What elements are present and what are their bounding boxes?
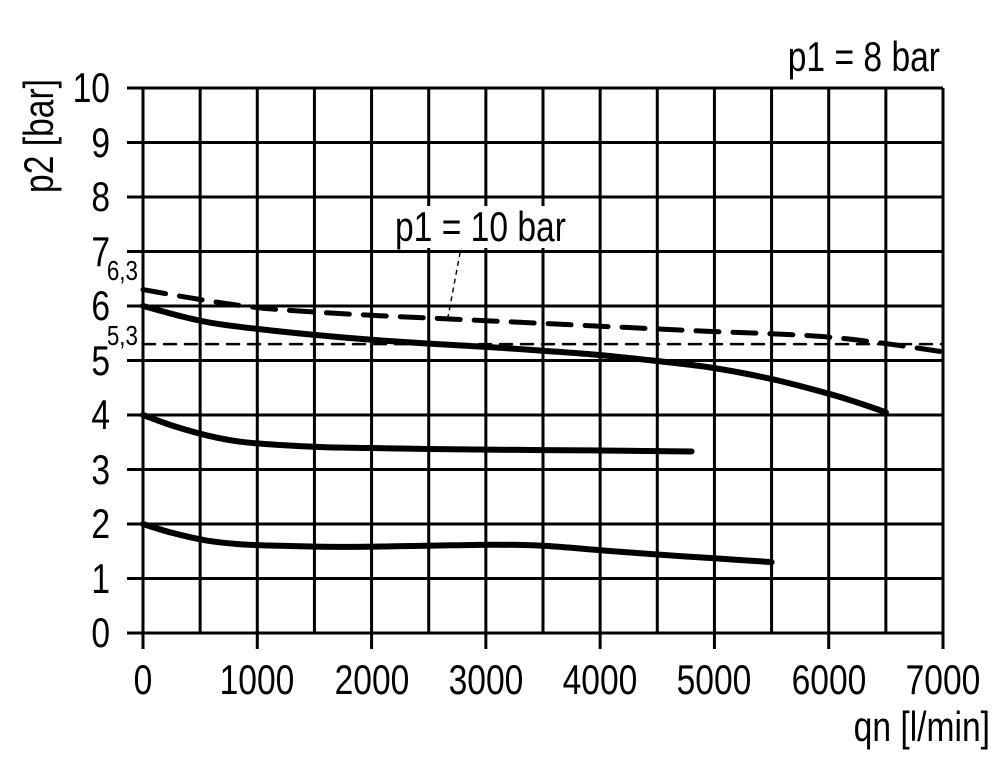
y-tick-label: 1 (91, 554, 110, 602)
y-tick-label: 2 (91, 500, 110, 547)
series-solid (140, 303, 889, 416)
y-ref-label-5-3: 5,3 (106, 320, 138, 351)
x-tick-label: 4000 (562, 656, 638, 703)
x-tick-label: 0 (133, 656, 153, 703)
y-tick-label: 7 (91, 227, 110, 275)
annotation-p1-10-bar: p1 = 10 bar (395, 203, 566, 250)
y-ref-label-6-3: 6,3 (106, 255, 138, 286)
annotation-p1-8-bar: p1 = 8 bar (787, 33, 940, 80)
annotation-leader-line (446, 243, 463, 320)
x-tick-label: 7000 (905, 656, 981, 703)
y-tick-label: 3 (91, 445, 110, 493)
y-tick-label: 10 (72, 64, 110, 111)
x-tick-label: 1000 (219, 656, 295, 703)
x-tick-label: 2000 (334, 656, 409, 703)
series-solid (140, 521, 775, 566)
series-dashed-bold (140, 287, 946, 355)
x-tick-label: 6000 (791, 656, 867, 703)
y-tick-label: 5 (91, 336, 110, 384)
y-tick-label: 0 (91, 609, 110, 656)
y-tick-label: 9 (91, 118, 110, 166)
y-tick-label: 6 (91, 282, 110, 329)
x-axis-title: qn [l/min] (853, 703, 990, 750)
y-tick-label: 8 (91, 173, 110, 220)
x-tick-label: 5000 (677, 656, 752, 703)
y-tick-label: 4 (91, 391, 110, 438)
series-solid (140, 412, 695, 455)
x-tick-label: 3000 (448, 656, 524, 703)
